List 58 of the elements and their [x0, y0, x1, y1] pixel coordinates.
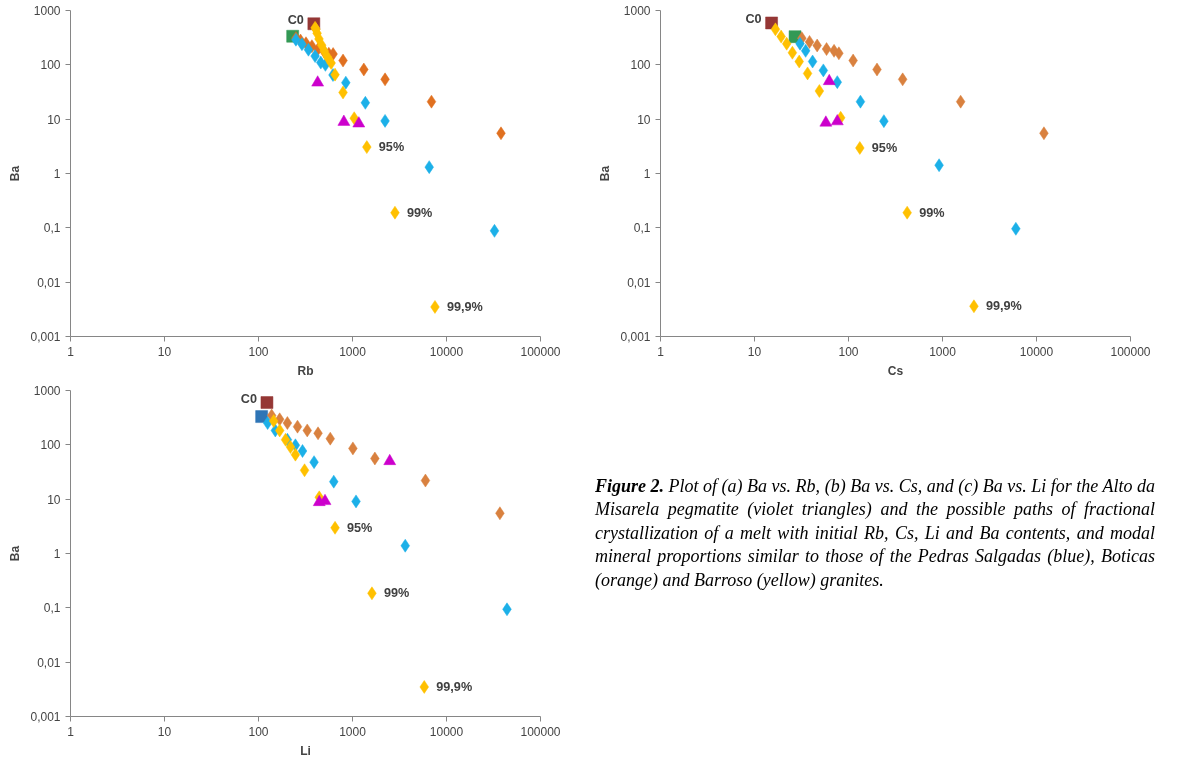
y-tick-label: 1000: [623, 4, 651, 18]
y-tick-label: 100: [630, 58, 651, 73]
annotation: 99%: [406, 205, 433, 220]
y-tick-label: 1: [53, 547, 61, 561]
y-axis-title: Ba: [598, 165, 613, 182]
annotation: 95%: [347, 520, 373, 535]
annotation: 95%: [378, 140, 405, 155]
x-tick-label: 10000: [429, 344, 464, 359]
x-tick-label: 1000: [929, 344, 957, 359]
annotation: C0: [240, 391, 257, 406]
annotation: 95%: [871, 140, 898, 155]
y-tick-label: 1: [53, 167, 61, 181]
x-tick-label: 100: [248, 724, 269, 739]
x-tick-label: 100000: [520, 724, 561, 739]
annotation: 99,9%: [446, 299, 483, 314]
x-tick-label: 1: [67, 724, 75, 739]
y-tick-label: 0,01: [37, 275, 61, 290]
y-tick-label: 0,01: [627, 275, 651, 290]
y-tick-label: 0,01: [37, 655, 61, 670]
x-tick-label: 10: [747, 344, 762, 359]
caption: Figure 2.: [595, 476, 665, 496]
y-tick-label: 10: [47, 112, 61, 127]
annotation: 99,9%: [436, 679, 473, 694]
y-tick-label: 1000: [33, 384, 61, 398]
x-tick-label: 1000: [339, 724, 367, 739]
x-tick-label: 100: [838, 344, 859, 359]
x-axis-title: Rb: [297, 363, 314, 378]
annotation: 99%: [919, 205, 945, 220]
y-tick-label: 10: [47, 492, 61, 507]
x-tick-label: 1: [657, 344, 665, 359]
x-tick-label: 100: [248, 344, 269, 359]
y-tick-label: 10: [637, 112, 651, 127]
x-tick-label: 1: [67, 344, 75, 359]
annotation: 99,9%: [985, 299, 1022, 314]
y-tick-label: 100: [40, 438, 61, 453]
x-axis-title: Cs: [887, 363, 904, 378]
y-tick-label: 100: [40, 58, 61, 73]
y-axis-title: Ba: [8, 165, 23, 182]
y-tick-label: 0,001: [30, 330, 61, 344]
x-tick-label: 100000: [520, 344, 561, 359]
y-tick-label: 0,1: [43, 221, 61, 236]
y-tick-label: 0,1: [633, 221, 651, 236]
y-tick-label: 1000: [33, 4, 61, 18]
y-tick-label: 0,001: [30, 710, 61, 724]
annotation: 99%: [383, 586, 410, 601]
y-tick-label: 0,1: [43, 601, 61, 616]
x-tick-label: 1000: [339, 344, 367, 359]
x-tick-label: 10: [157, 724, 172, 739]
y-tick-label: 0,001: [620, 330, 651, 344]
x-axis-title: Li: [300, 743, 311, 758]
annotation: C0: [745, 11, 762, 26]
x-tick-label: 100000: [1110, 344, 1151, 359]
x-tick-label: 10: [157, 344, 172, 359]
annotation: C0: [287, 12, 304, 27]
x-tick-label: 10000: [1019, 344, 1054, 359]
x-tick-label: 10000: [429, 724, 464, 739]
y-axis-title: Ba: [8, 545, 23, 562]
y-tick-label: 1: [643, 167, 651, 181]
